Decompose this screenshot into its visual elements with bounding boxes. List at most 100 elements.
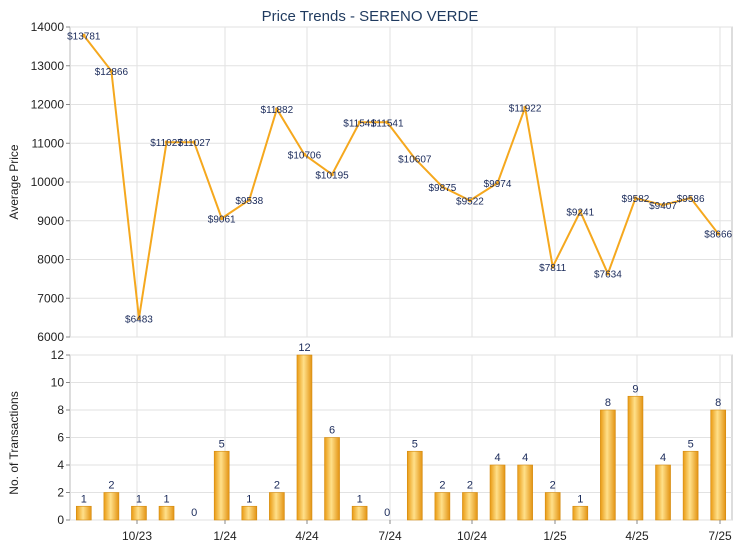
price-point (440, 185, 445, 189)
price-data-label: $11541 (343, 118, 376, 129)
chart-title: Price Trends - SERENO VERDE (262, 8, 479, 25)
price-data-label: $10706 (288, 151, 322, 162)
transactions-data-label: 8 (605, 397, 611, 409)
price-data-label: $11541 (371, 118, 404, 129)
price-point (302, 152, 307, 157)
transactions-bar (655, 464, 671, 521)
price-tick-label: 10000 (31, 175, 65, 189)
price-point (109, 69, 114, 73)
price-point (550, 265, 555, 269)
price-data-label: $10195 (315, 170, 349, 181)
price-data-label: $10607 (398, 154, 432, 165)
price-point (137, 316, 141, 321)
transactions-bar (131, 505, 147, 521)
transactions-data-label: 0 (384, 507, 390, 519)
price-data-label: $9522 (456, 197, 484, 208)
price-data-label: $9974 (484, 179, 512, 190)
transactions-data-label: 5 (688, 438, 694, 450)
price-point (606, 271, 610, 276)
transactions-bar (296, 354, 313, 521)
price-data-label: $11922 (509, 104, 542, 115)
x-tick-label: 7/25 (708, 529, 732, 543)
price-point (385, 120, 390, 125)
price-point (275, 107, 279, 111)
price-data-label: $9061 (208, 214, 236, 225)
transactions-tick-label: 2 (57, 486, 64, 500)
price-tick-label: 8000 (37, 253, 64, 267)
transactions-bar (406, 450, 423, 521)
transactions-bar (351, 505, 368, 521)
price-point (357, 120, 362, 125)
transactions-data-label: 4 (522, 452, 528, 464)
price-tick-label: 14000 (31, 20, 65, 34)
price-tick-label: 13000 (31, 59, 65, 73)
price-tick-label: 7000 (37, 291, 64, 305)
transactions-bar (75, 505, 92, 521)
transactions-data-label: 1 (163, 493, 169, 505)
transactions-data-label: 2 (274, 480, 280, 492)
transactions-tick-label: 0 (57, 513, 64, 527)
transactions-bar (103, 492, 120, 521)
transactions-bar (241, 505, 258, 521)
price-data-label: $9241 (566, 207, 594, 218)
transactions-data-label: 5 (412, 438, 418, 450)
price-data-label: $7634 (594, 270, 622, 281)
price-data-label: $9586 (677, 194, 705, 205)
price-point (661, 203, 665, 207)
transactions-data-label: 1 (246, 493, 252, 505)
transactions-bar (517, 464, 533, 521)
price-data-label: $9538 (235, 196, 263, 207)
transactions-data-label: 2 (550, 480, 556, 492)
price-point (81, 33, 86, 38)
x-tick-label: 7/24 (378, 529, 402, 543)
transactions-data-label: 6 (329, 425, 335, 437)
transactions-data-label: 0 (191, 507, 197, 519)
transactions-data-label: 12 (298, 342, 310, 354)
transactions-tick-label: 8 (57, 403, 64, 417)
transactions-tick-label: 10 (51, 376, 65, 390)
transactions-bar (213, 450, 230, 521)
price-data-label: $7811 (539, 263, 567, 274)
transactions-bar (710, 409, 727, 521)
price-data-label: $11027 (178, 138, 211, 149)
x-tick-label: 4/25 (625, 529, 649, 543)
transactions-tick-label: 12 (51, 348, 65, 362)
price-point (716, 231, 721, 236)
price-axis-label: Average Price (7, 144, 21, 219)
transactions-tick-label: 6 (57, 431, 64, 445)
price-data-label: $8666 (704, 230, 732, 241)
transactions-data-label: 1 (577, 493, 583, 505)
price-data-label: $13781 (67, 31, 101, 42)
transactions-bar (682, 450, 699, 521)
transactions-bar (572, 505, 589, 521)
price-point (219, 216, 224, 221)
price-point (164, 140, 169, 145)
transactions-data-label: 1 (357, 493, 363, 505)
transactions-data-label: 4 (494, 452, 500, 464)
price-point (633, 196, 638, 200)
transactions-data-label: 2 (467, 480, 473, 492)
price-tick-label: 12000 (31, 98, 65, 112)
price-data-label: $9875 (428, 183, 456, 194)
price-data-label: $12866 (95, 67, 129, 78)
transactions-bar (600, 409, 616, 521)
transactions-data-label: 2 (108, 480, 114, 492)
transactions-bar (462, 492, 478, 521)
price-data-label: $11882 (261, 105, 294, 116)
transactions-data-label: 2 (439, 480, 445, 492)
transactions-data-label: 8 (715, 397, 721, 409)
transactions-data-label: 9 (632, 383, 638, 395)
price-tick-label: 6000 (37, 330, 64, 344)
transactions-bar (544, 492, 561, 521)
x-tick-label: 10/23 (122, 529, 152, 543)
price-point (578, 209, 583, 214)
x-tick-label: 1/25 (543, 529, 567, 543)
x-tick-label: 4/24 (295, 529, 319, 543)
price-series-line (83, 34, 719, 320)
price-point (523, 105, 527, 110)
price-point (688, 196, 693, 200)
transactions-data-label: 5 (219, 438, 225, 450)
x-tick-label: 1/24 (213, 529, 237, 543)
